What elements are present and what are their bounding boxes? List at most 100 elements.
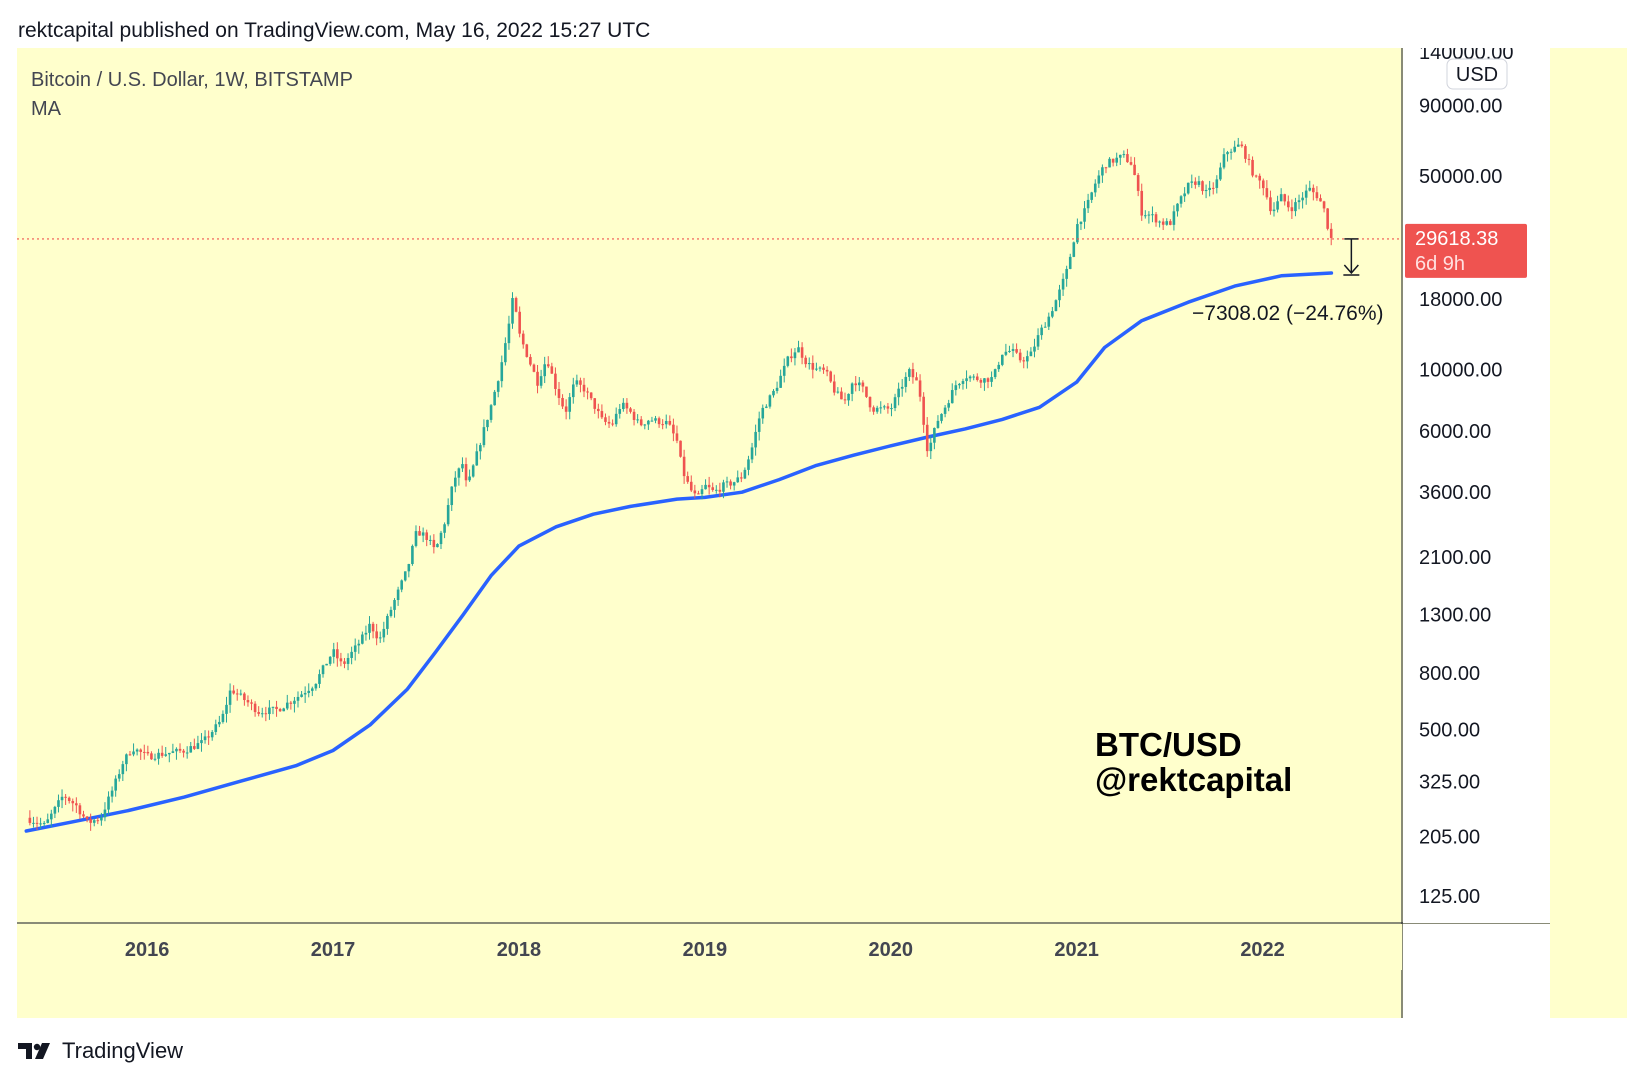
candle[interactable] (1122, 150, 1126, 158)
candle[interactable] (1312, 184, 1315, 201)
candle[interactable] (511, 292, 514, 329)
candle[interactable] (954, 380, 958, 396)
candle[interactable] (597, 403, 600, 419)
candle[interactable] (1018, 348, 1022, 363)
candle[interactable] (832, 374, 836, 396)
candle[interactable] (28, 810, 32, 826)
candle[interactable] (807, 357, 811, 370)
candle[interactable] (1147, 211, 1151, 224)
candle[interactable] (1186, 182, 1190, 195)
candle[interactable] (1326, 208, 1329, 231)
candle[interactable] (561, 394, 564, 409)
candle[interactable] (675, 425, 679, 444)
candle[interactable] (654, 415, 657, 424)
candle[interactable] (1247, 153, 1251, 166)
candle[interactable] (622, 398, 625, 412)
candle[interactable] (282, 707, 286, 712)
candle[interactable] (518, 306, 521, 338)
candle[interactable] (1265, 180, 1269, 200)
candle[interactable] (1108, 157, 1111, 168)
candle[interactable] (950, 383, 954, 404)
candle[interactable] (765, 404, 768, 409)
candle[interactable] (1004, 343, 1008, 357)
candle[interactable] (550, 362, 554, 374)
candle[interactable] (782, 358, 786, 383)
candle[interactable] (142, 744, 146, 760)
candle[interactable] (908, 367, 911, 382)
candle[interactable] (790, 348, 793, 363)
price-axis-panel[interactable] (1403, 48, 1550, 923)
candle[interactable] (193, 738, 196, 750)
candle[interactable] (847, 393, 850, 406)
candle[interactable] (1129, 156, 1133, 166)
candle[interactable] (725, 476, 729, 488)
candle[interactable] (1079, 221, 1083, 231)
candle[interactable] (1029, 347, 1033, 357)
candle[interactable] (153, 753, 157, 762)
candle[interactable] (793, 348, 797, 366)
candle[interactable] (436, 543, 439, 548)
candle[interactable] (189, 741, 193, 753)
candle[interactable] (75, 797, 78, 813)
candle[interactable] (471, 464, 475, 478)
candle[interactable] (46, 813, 50, 824)
candle[interactable] (1297, 194, 1301, 210)
candle[interactable] (307, 683, 311, 698)
candle[interactable] (107, 791, 110, 816)
candle[interactable] (840, 387, 843, 400)
candle[interactable] (650, 416, 654, 422)
candle[interactable] (1190, 174, 1194, 189)
candle[interactable] (96, 817, 100, 825)
candle[interactable] (579, 377, 582, 393)
candle[interactable] (1076, 218, 1079, 245)
candle[interactable] (257, 706, 260, 717)
candle[interactable] (664, 414, 668, 429)
candle[interactable] (135, 748, 139, 756)
candle[interactable] (296, 691, 300, 708)
candle[interactable] (1090, 191, 1093, 203)
price-chart[interactable]: −7308.02 (−24.76%) BTC/USD @rektcapital … (17, 42, 1627, 1018)
candle[interactable] (768, 394, 772, 409)
candle[interactable] (1294, 197, 1297, 217)
candle[interactable] (393, 598, 396, 618)
candle[interactable] (754, 424, 757, 456)
candle[interactable] (1211, 182, 1215, 195)
candle[interactable] (1251, 156, 1254, 178)
candle[interactable] (571, 377, 575, 404)
candle[interactable] (264, 706, 268, 722)
candle[interactable] (260, 707, 264, 718)
candle[interactable] (1197, 175, 1201, 188)
candle[interactable] (1161, 218, 1165, 231)
candle[interactable] (718, 482, 722, 498)
candle[interactable] (178, 743, 182, 753)
candle[interactable] (1208, 180, 1211, 197)
candle[interactable] (346, 653, 350, 671)
candle[interactable] (39, 817, 42, 829)
candle[interactable] (1319, 194, 1322, 202)
candle[interactable] (589, 392, 593, 401)
candle[interactable] (1201, 180, 1204, 195)
candle[interactable] (679, 440, 682, 458)
candle[interactable] (1011, 343, 1015, 358)
candle[interactable] (750, 442, 754, 464)
candle[interactable] (461, 457, 464, 472)
candle[interactable] (1172, 205, 1176, 231)
candle[interactable] (1179, 195, 1183, 208)
candle[interactable] (529, 354, 532, 367)
candle[interactable] (1093, 179, 1097, 197)
candle[interactable] (78, 803, 82, 820)
candle[interactable] (1040, 324, 1043, 340)
candle[interactable] (618, 403, 622, 419)
candle[interactable] (925, 417, 929, 457)
candle[interactable] (128, 750, 132, 756)
candle[interactable] (1065, 265, 1068, 287)
candle[interactable] (1240, 141, 1244, 148)
candle[interactable] (146, 745, 150, 756)
candle[interactable] (207, 730, 210, 745)
candle[interactable] (1269, 190, 1272, 215)
candle[interactable] (110, 786, 114, 803)
candle[interactable] (657, 416, 661, 428)
candle[interactable] (457, 467, 461, 486)
candle[interactable] (396, 586, 400, 606)
candle[interactable] (500, 355, 504, 388)
